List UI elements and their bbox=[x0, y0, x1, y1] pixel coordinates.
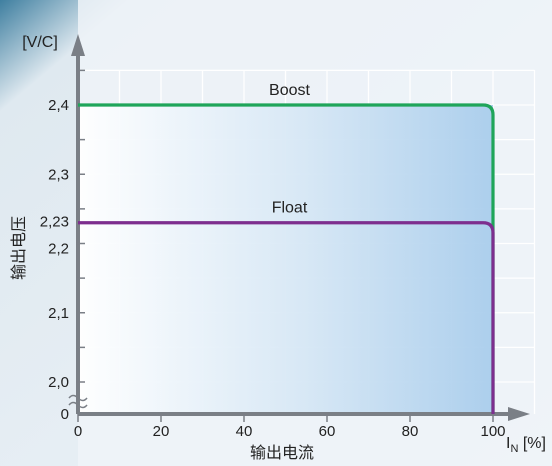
y-unit-label: [V/C] bbox=[22, 34, 58, 51]
y-axis-arrow bbox=[71, 34, 85, 56]
x-tick-label: 20 bbox=[153, 423, 170, 440]
series-line-float bbox=[78, 221, 495, 414]
series: Boost Float bbox=[78, 82, 495, 414]
y-tick-label: 2,4 bbox=[48, 97, 69, 114]
operating-region bbox=[78, 105, 493, 414]
x-axis-title: 输出电流 bbox=[250, 444, 314, 462]
series-line-boost bbox=[78, 103, 495, 414]
x-tick-label: 0 bbox=[74, 423, 82, 440]
y-zero-label: 0 bbox=[61, 406, 69, 423]
axis-break-mark bbox=[68, 394, 88, 409]
y-tick-label: 2,1 bbox=[48, 305, 69, 322]
series-label-boost: Boost bbox=[269, 82, 310, 99]
x-unit-label: IN [%] bbox=[506, 435, 546, 455]
axes bbox=[68, 34, 530, 421]
x-tick-label: 100 bbox=[480, 423, 505, 440]
x-tick-label: 80 bbox=[402, 423, 419, 440]
y-tick-label: 2,0 bbox=[48, 374, 69, 391]
ticks: 0 20 40 60 80 100 2,0 2,1 2,2 2,23 2,3 2,4 0 bbox=[40, 69, 506, 440]
y-tick-label: 2,2 bbox=[48, 241, 69, 258]
x-tick-label: 40 bbox=[236, 423, 253, 440]
x-tick-label: 60 bbox=[319, 423, 336, 440]
series-label-float: Float bbox=[272, 200, 308, 217]
x-axis-arrow bbox=[508, 407, 530, 421]
y-axis-title: 输出电压 bbox=[10, 216, 28, 280]
y-tick-label: 2,23 bbox=[40, 214, 69, 231]
y-tick-label: 2,3 bbox=[48, 166, 69, 183]
